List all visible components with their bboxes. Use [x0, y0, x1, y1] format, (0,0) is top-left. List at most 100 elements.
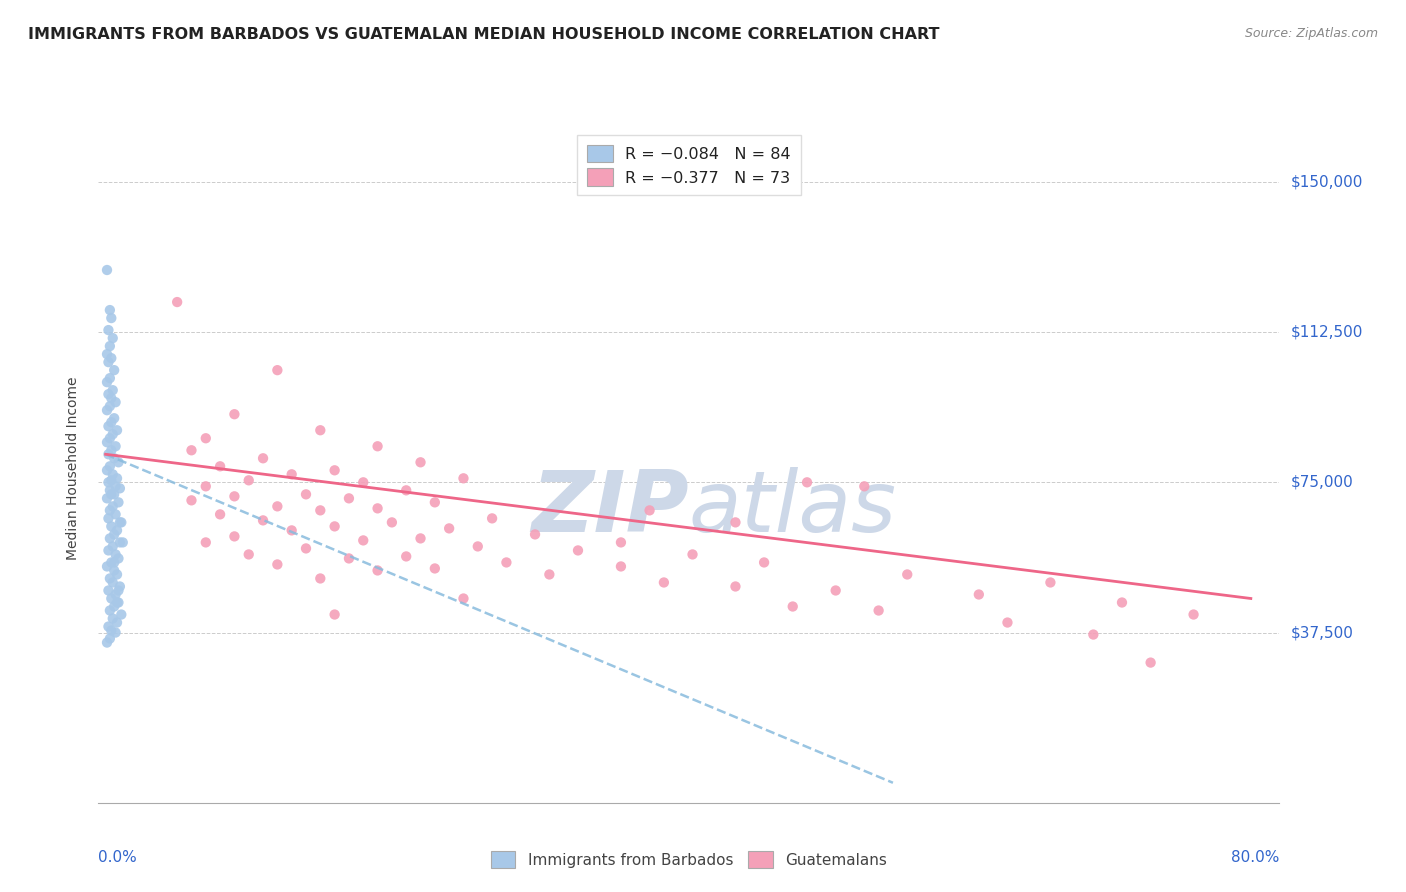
- Y-axis label: Median Household Income: Median Household Income: [66, 376, 80, 560]
- Point: [98, 371, 121, 385]
- Point: [352, 533, 374, 548]
- Point: [100, 519, 122, 533]
- Point: [100, 624, 122, 638]
- Point: [98, 431, 121, 445]
- Point: [107, 595, 129, 609]
- Text: $150,000: $150,000: [1291, 174, 1362, 189]
- Point: [98, 632, 121, 646]
- Point: [997, 615, 1019, 630]
- Point: [682, 548, 704, 562]
- Point: [98, 339, 121, 353]
- Point: [280, 524, 302, 538]
- Point: [98, 603, 121, 617]
- Point: [323, 607, 346, 622]
- Point: [96, 263, 118, 277]
- Point: [103, 527, 125, 541]
- Point: [194, 479, 217, 493]
- Point: [100, 391, 122, 405]
- Point: [100, 487, 122, 501]
- Point: [724, 516, 747, 530]
- Point: [96, 463, 118, 477]
- Point: [495, 556, 517, 570]
- Point: [103, 451, 125, 466]
- Point: [105, 423, 128, 437]
- Point: [352, 475, 374, 490]
- Point: [96, 491, 118, 506]
- Point: [367, 564, 389, 578]
- Point: [166, 295, 188, 310]
- Point: [105, 615, 128, 630]
- Point: [98, 459, 121, 474]
- Point: [105, 567, 128, 582]
- Legend: Immigrants from Barbados, Guatemalans: Immigrants from Barbados, Guatemalans: [484, 844, 894, 875]
- Point: [1111, 595, 1133, 609]
- Point: [104, 625, 127, 640]
- Point: [266, 558, 288, 572]
- Point: [295, 487, 318, 501]
- Point: [111, 535, 134, 549]
- Point: [108, 535, 131, 549]
- Point: [638, 503, 661, 517]
- Point: [238, 473, 260, 487]
- Point: [104, 508, 127, 522]
- Text: Source: ZipAtlas.com: Source: ZipAtlas.com: [1244, 27, 1378, 40]
- Point: [97, 447, 120, 461]
- Point: [266, 500, 288, 514]
- Point: [97, 387, 120, 401]
- Point: [567, 543, 589, 558]
- Point: [824, 583, 846, 598]
- Point: [782, 599, 804, 614]
- Point: [467, 540, 489, 554]
- Point: [309, 572, 332, 586]
- Point: [101, 331, 124, 345]
- Text: atlas: atlas: [689, 467, 897, 550]
- Point: [409, 532, 432, 546]
- Point: [103, 564, 125, 578]
- Point: [105, 524, 128, 538]
- Point: [98, 399, 121, 413]
- Point: [309, 423, 332, 437]
- Point: [96, 375, 118, 389]
- Point: [107, 551, 129, 566]
- Point: [252, 513, 274, 527]
- Point: [100, 556, 122, 570]
- Point: [98, 572, 121, 586]
- Point: [96, 403, 118, 417]
- Point: [100, 351, 122, 365]
- Point: [1139, 656, 1161, 670]
- Point: [105, 471, 128, 485]
- Text: 80.0%: 80.0%: [1232, 849, 1279, 864]
- Point: [104, 587, 127, 601]
- Point: [103, 487, 125, 501]
- Point: [224, 407, 246, 421]
- Point: [209, 459, 232, 474]
- Point: [107, 583, 129, 598]
- Point: [238, 548, 260, 562]
- Point: [180, 443, 202, 458]
- Point: [423, 561, 446, 575]
- Point: [97, 583, 120, 598]
- Point: [280, 467, 302, 482]
- Point: [97, 355, 120, 369]
- Point: [295, 541, 318, 556]
- Point: [98, 532, 121, 546]
- Point: [453, 591, 475, 606]
- Point: [105, 595, 128, 609]
- Point: [101, 427, 124, 442]
- Point: [110, 516, 132, 530]
- Text: $112,500: $112,500: [1291, 325, 1362, 340]
- Point: [180, 493, 202, 508]
- Point: [538, 567, 561, 582]
- Point: [367, 439, 389, 453]
- Point: [96, 559, 118, 574]
- Point: [98, 483, 121, 498]
- Point: [98, 303, 121, 318]
- Point: [337, 551, 360, 566]
- Point: [103, 599, 125, 614]
- Point: [103, 556, 125, 570]
- Point: [395, 483, 418, 498]
- Point: [100, 311, 122, 326]
- Point: [1039, 575, 1062, 590]
- Point: [97, 475, 120, 490]
- Point: [97, 543, 120, 558]
